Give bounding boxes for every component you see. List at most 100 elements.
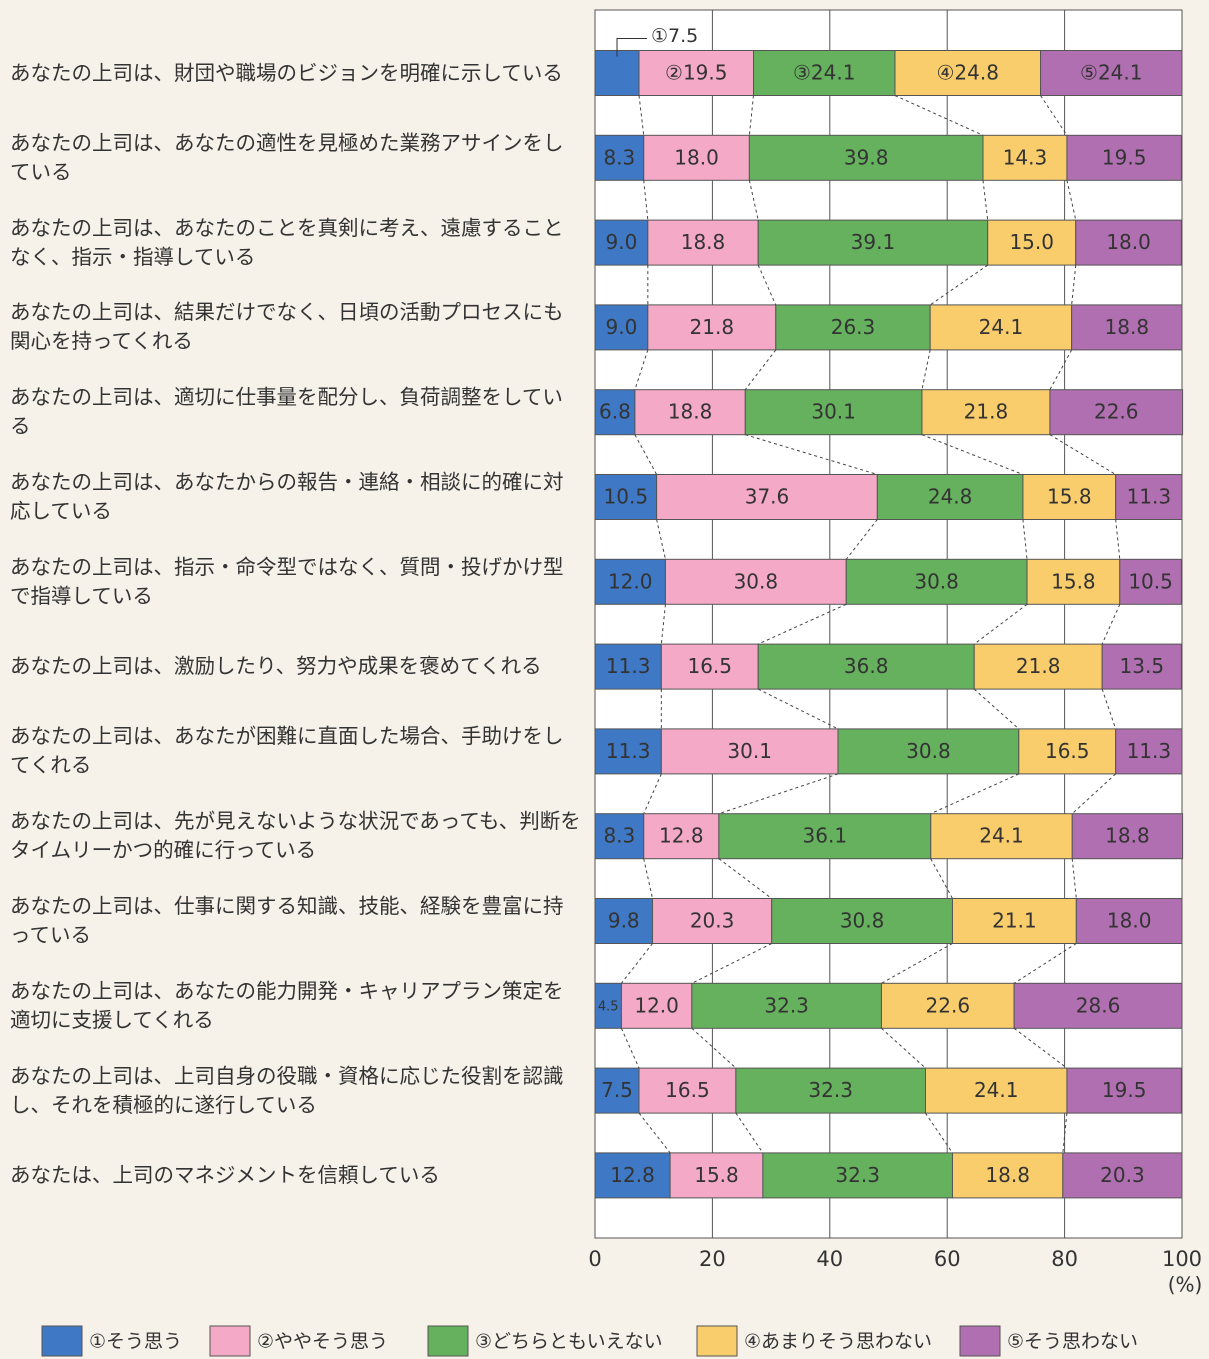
connector <box>930 773 1020 815</box>
value-label: 30.8 <box>914 569 959 593</box>
bar-segment <box>638 50 754 96</box>
bar-segment <box>1049 389 1184 436</box>
connector <box>744 349 777 391</box>
value-label: 11.3 <box>606 739 651 763</box>
value-label: 13.5 <box>1120 654 1165 678</box>
bar-segment <box>735 1067 926 1114</box>
connector <box>620 1028 640 1069</box>
connector <box>621 943 653 984</box>
bar-segment <box>594 304 649 351</box>
connector <box>638 1112 671 1154</box>
value-label: 14.3 <box>1003 145 1048 169</box>
bar-segment <box>921 389 1051 436</box>
value-label: 18.8 <box>668 400 713 424</box>
bar-segment <box>1026 558 1121 605</box>
value-label: 9.0 <box>606 230 638 254</box>
bar-segment <box>647 304 777 351</box>
value-label: 18.8 <box>1105 315 1150 339</box>
value-label: 10.5 <box>1128 569 1173 593</box>
value-label: 30.8 <box>906 739 951 763</box>
bar-segment <box>594 50 640 96</box>
connector <box>1101 604 1121 645</box>
connector <box>660 604 666 645</box>
value-label: 7.5 <box>601 1078 633 1102</box>
category-label: あなたの上司は、適切に仕事量を配分し、負荷調整をしている <box>10 385 563 439</box>
connector <box>691 943 772 984</box>
connector <box>757 688 839 730</box>
connector <box>643 180 649 221</box>
bar-segment <box>634 389 746 436</box>
connector <box>634 434 658 475</box>
bar-segment <box>1066 134 1182 181</box>
legend-label: ③どちらともいえない <box>475 1331 663 1353</box>
value-label: 24.1 <box>979 824 1024 848</box>
connector <box>930 858 953 899</box>
bar-segment <box>1075 219 1182 266</box>
value-label: 24.8 <box>928 485 973 509</box>
x-tick-label: 60 <box>934 1247 961 1271</box>
category-label: あなたの上司は、あなたが困難に直面した場合、手助けをしてくれる <box>10 724 564 778</box>
value-label: 11.3 <box>606 654 651 678</box>
value-label: 9.0 <box>606 315 638 339</box>
bar-segment <box>643 813 720 860</box>
value-label: 9.8 <box>608 909 640 933</box>
value-label: 18.8 <box>1105 824 1150 848</box>
connector <box>973 688 1020 730</box>
bar-segment <box>594 813 645 860</box>
value-label: 39.8 <box>844 145 889 169</box>
connector <box>634 349 649 390</box>
connector <box>748 180 759 221</box>
value-label: 21.8 <box>964 400 1009 424</box>
bar-segment <box>924 1067 1068 1114</box>
value-label: 21.8 <box>1016 654 1061 678</box>
connector <box>1013 943 1077 984</box>
value-label: 15.0 <box>1009 230 1054 254</box>
value-label: 37.6 <box>745 485 790 509</box>
x-tick-label: 20 <box>699 1247 726 1271</box>
bar-segment <box>660 643 759 690</box>
category-label: あなたの上司は、結果だけでなく、日頃の活動プロセスにも関心を持ってくれる <box>10 300 564 354</box>
connector <box>718 858 772 899</box>
connector <box>1101 688 1117 730</box>
category-label: あなたは、上司のマネジメントを信頼している <box>10 1162 440 1187</box>
value-label: 11.3 <box>1127 485 1172 509</box>
value-label: 16.5 <box>1045 739 1090 763</box>
connector <box>748 95 754 136</box>
value-label: 12.0 <box>608 569 653 593</box>
connector <box>1022 519 1028 560</box>
connector <box>1040 95 1068 136</box>
connector <box>1115 519 1121 560</box>
bar-segment <box>718 813 932 860</box>
legend-swatch <box>696 1325 738 1357</box>
value-label: 8.3 <box>603 824 635 848</box>
category-label: あなたの上司は、激励したり、努力や成果を褒めてくれる <box>10 654 542 679</box>
connector <box>1066 180 1077 221</box>
value-label: 16.5 <box>687 654 732 678</box>
value-label: 6.8 <box>599 400 631 424</box>
bar-segment <box>594 982 622 1029</box>
bar-segment <box>664 558 847 605</box>
value-label: 12.8 <box>610 1163 655 1187</box>
value-label: 39.1 <box>851 230 896 254</box>
bar-segment <box>1018 728 1117 775</box>
legend-swatch <box>427 1325 469 1357</box>
value-label: 18.0 <box>1107 909 1152 933</box>
value-label: ⑤24.1 <box>1080 61 1142 85</box>
value-label: 32.3 <box>835 1163 880 1187</box>
bar-segment <box>951 1152 1064 1199</box>
legend-swatch <box>41 1325 83 1357</box>
value-label: 32.3 <box>764 993 809 1017</box>
bar-segment <box>1115 728 1183 775</box>
connector <box>1049 349 1073 390</box>
bar-segment <box>845 558 1028 605</box>
x-tick-label: 100 <box>1162 1247 1202 1271</box>
legend-swatch <box>959 1325 1001 1357</box>
x-tick-label: 40 <box>816 1247 843 1271</box>
value-label: 36.8 <box>844 654 889 678</box>
label-leader <box>616 38 648 57</box>
x-axis-label: (%) <box>1168 1273 1203 1297</box>
bar-segment <box>669 1152 764 1199</box>
value-label: 12.8 <box>659 824 704 848</box>
category-label: あなたの上司は、あなたのことを真剣に考え、遠慮することなく、指示・指導している <box>10 215 564 269</box>
